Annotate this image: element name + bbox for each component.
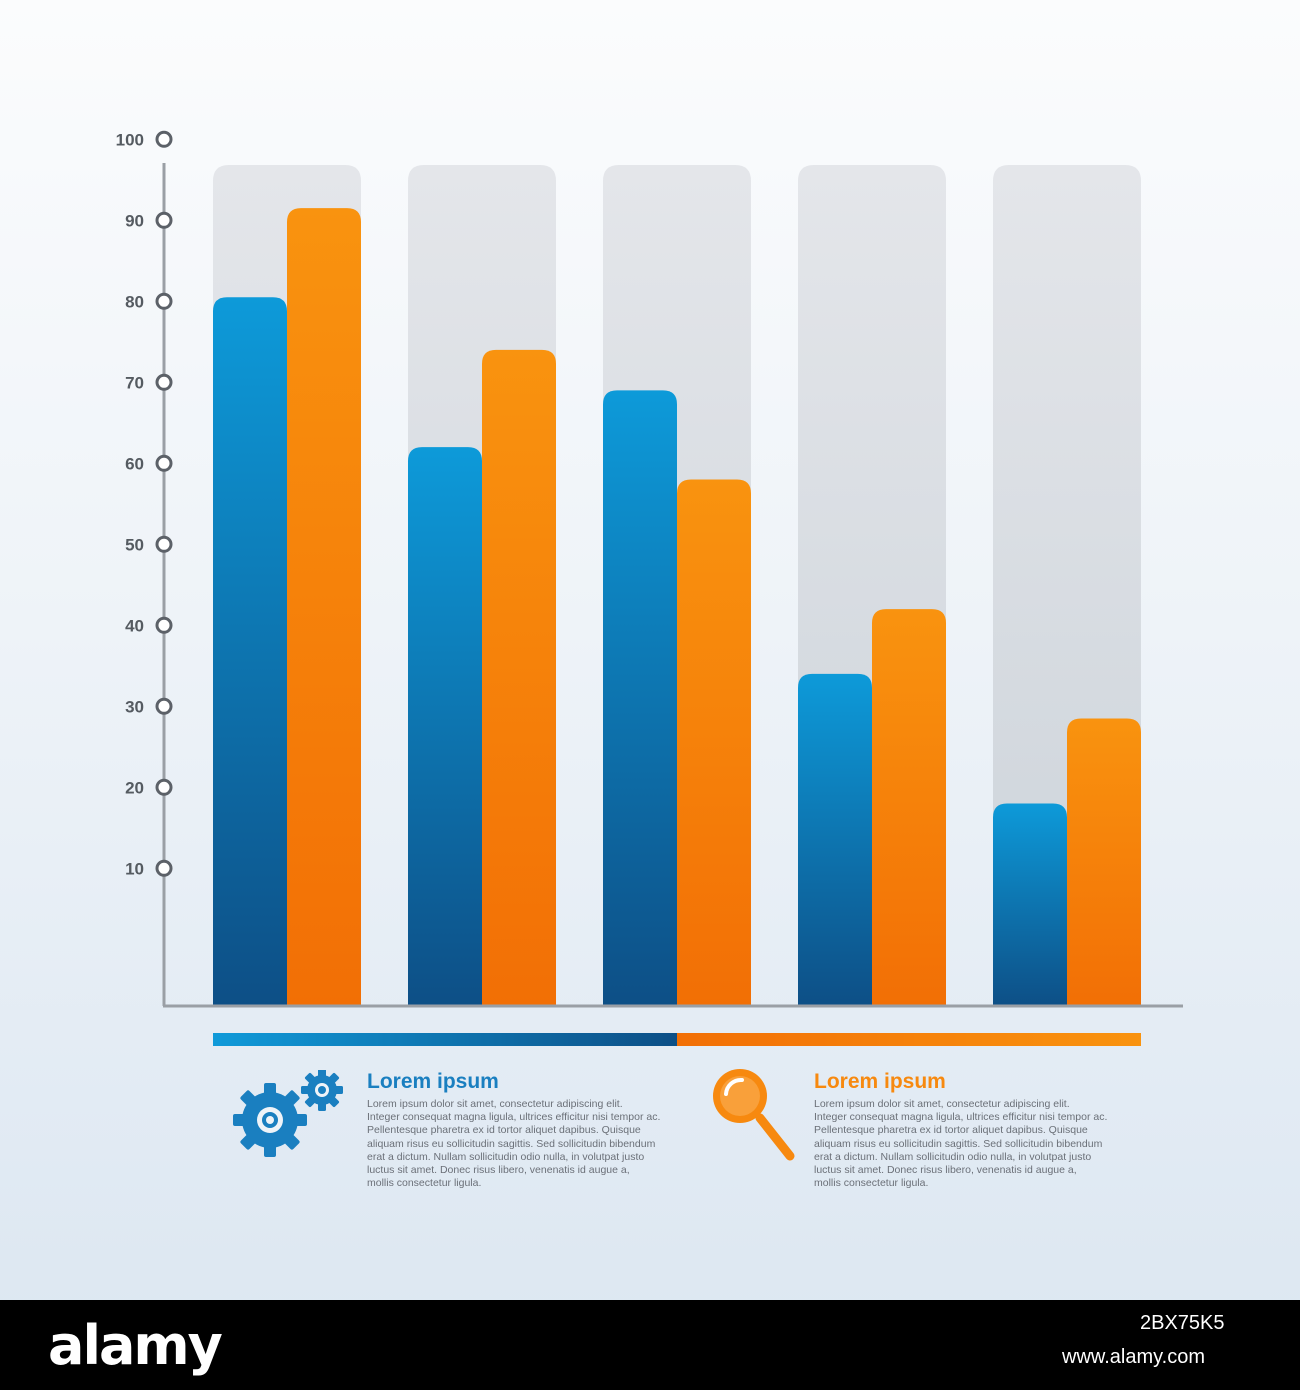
bar-orange-3	[677, 479, 751, 1006]
bar-chart: 10 20 30 40 50 60 70 80 90 100	[116, 130, 1183, 1046]
bar-blue-4	[798, 673, 872, 1006]
y-tick-label: 100	[116, 130, 144, 149]
y-tick-marker	[155, 373, 173, 391]
y-tick-marker	[155, 211, 173, 229]
y-tick-marker	[155, 778, 173, 796]
magnifier-icon	[713, 1069, 795, 1161]
legend-bar-blue	[213, 1033, 677, 1046]
y-tick-marker	[155, 535, 173, 553]
y-tick-marker	[155, 697, 173, 715]
bar-blue-2	[408, 447, 482, 1007]
footer-image-id: 2BX75K5	[1140, 1312, 1225, 1334]
bar-blue-3	[603, 390, 677, 1006]
bar-orange-1	[287, 208, 361, 1006]
y-tick-label: 20	[125, 778, 144, 797]
y-tick-label: 40	[125, 616, 144, 635]
y-tick-marker	[155, 616, 173, 634]
y-tick-marker	[155, 859, 173, 877]
legend-blue-title: Lorem ipsum	[367, 1070, 499, 1093]
y-tick-label: 70	[125, 373, 144, 392]
y-tick-label: 80	[125, 292, 144, 311]
legend-orange-text: Lorem ipsum dolor sit amet, consectetur …	[814, 1098, 1108, 1190]
y-tick-label: 50	[125, 535, 144, 554]
bar-orange-4	[872, 609, 946, 1006]
y-tick-label: 60	[125, 454, 144, 473]
bar-orange-5	[1067, 718, 1141, 1006]
footer-url: www.alamy.com	[1062, 1346, 1205, 1368]
y-tick-label: 90	[125, 211, 144, 230]
bar-blue-5	[993, 803, 1067, 1006]
y-tick-marker	[155, 454, 173, 472]
legend-bar-orange	[677, 1033, 1141, 1046]
footer-bar: alamy 2BX75K5 www.alamy.com	[0, 1300, 1300, 1390]
y-tick-label: 10	[125, 859, 144, 878]
bar-blue-1	[213, 297, 287, 1006]
y-tick-marker	[155, 130, 173, 148]
footer-logo: alamy	[48, 1314, 223, 1377]
legend-orange-title: Lorem ipsum	[814, 1070, 946, 1093]
y-tick-marker	[155, 292, 173, 310]
y-tick-label: 30	[125, 697, 144, 716]
gears-icon	[233, 1070, 343, 1157]
bar-orange-2	[482, 349, 556, 1006]
legend-blue-text: Lorem ipsum dolor sit amet, consectetur …	[367, 1098, 661, 1190]
